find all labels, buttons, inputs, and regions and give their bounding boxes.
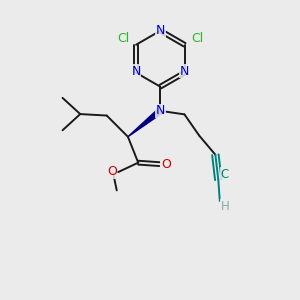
Text: H: H [221, 200, 230, 213]
Text: N: N [156, 104, 165, 117]
Text: N: N [131, 65, 141, 78]
Polygon shape [128, 109, 162, 137]
Text: N: N [180, 65, 189, 78]
Text: O: O [161, 158, 171, 171]
Text: C: C [221, 168, 229, 181]
Text: N: N [156, 24, 165, 37]
Text: Cl: Cl [118, 32, 130, 45]
Text: O: O [107, 165, 117, 178]
Text: Cl: Cl [191, 32, 203, 45]
